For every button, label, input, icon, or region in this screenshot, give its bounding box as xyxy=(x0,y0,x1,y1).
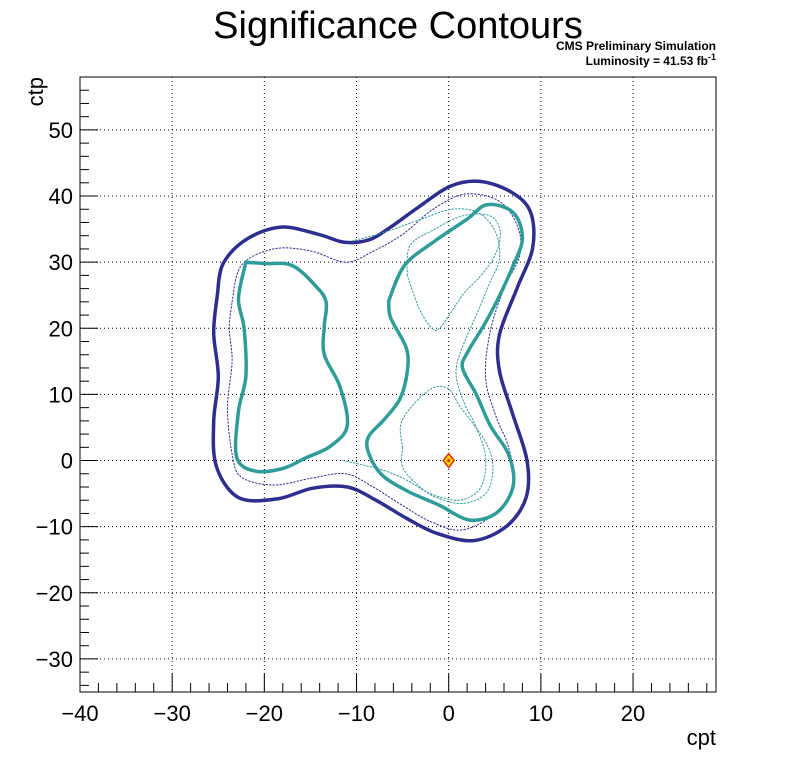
grid xyxy=(80,77,716,692)
y-tick-label: −20 xyxy=(36,581,73,606)
contour-inner-left-solid xyxy=(233,260,350,474)
y-tick-label: 50 xyxy=(49,118,73,143)
x-axis-label: cpt xyxy=(687,725,716,750)
luminosity-label: Luminosity = 41.53 fb-1 xyxy=(586,52,716,68)
y-axis-label: ctp xyxy=(23,77,48,106)
contour-lines xyxy=(211,179,536,543)
y-tick-label: 40 xyxy=(49,184,73,209)
axis-ticks xyxy=(79,89,708,692)
best-fit-marker-center xyxy=(447,458,451,463)
contour-inner-right-top-dotted xyxy=(406,213,501,331)
y-tick-label: −10 xyxy=(36,515,73,540)
axis-tick-labels: −40 −30 −20 −10 0 10 20 −30 −20 −10 0 10 20 30 40 50 xyxy=(36,118,646,726)
y-tick-label: 0 xyxy=(61,449,73,474)
contour-outer-solid xyxy=(211,179,536,543)
x-tick-label: −20 xyxy=(246,701,283,726)
cms-preliminary-label: CMS Preliminary Simulation xyxy=(556,39,716,53)
y-tick-label: −30 xyxy=(36,647,73,672)
contour-inner-left-dotted xyxy=(342,208,501,501)
y-tick-label: 30 xyxy=(49,250,73,275)
luminosity-value: Luminosity = 41.53 fb xyxy=(586,54,708,68)
x-tick-label: 0 xyxy=(443,701,455,726)
contour-outer-dotted xyxy=(227,193,522,531)
chart-title: Significance Contours xyxy=(213,5,583,47)
x-tick-label: −30 xyxy=(154,701,191,726)
y-tick-label: 10 xyxy=(49,382,73,407)
y-tick-label: 20 xyxy=(49,316,73,341)
x-tick-label: −40 xyxy=(61,701,98,726)
best-fit-marker-group xyxy=(442,452,456,469)
plot-frame xyxy=(79,76,717,693)
contour-inner-right-solid xyxy=(364,202,525,523)
x-tick-label: 20 xyxy=(621,701,645,726)
x-tick-label: 10 xyxy=(529,701,553,726)
x-tick-label: −10 xyxy=(338,701,375,726)
luminosity-unit-superscript: -1 xyxy=(708,52,716,62)
